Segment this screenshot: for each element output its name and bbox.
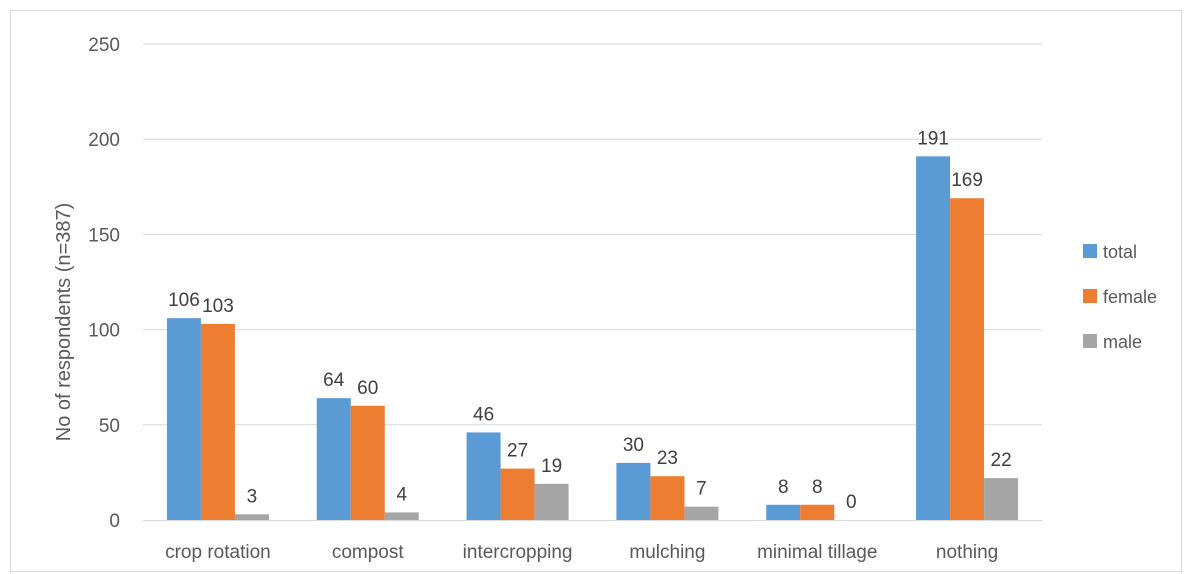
data-label-male: 7 — [696, 479, 707, 500]
data-label-total: 106 — [168, 290, 200, 311]
x-tick-label: mulching — [629, 542, 705, 563]
bar-male — [384, 512, 419, 520]
y-axis-title: No of respondents (n=387) — [53, 203, 75, 442]
gridlines — [143, 43, 1042, 426]
x-tick-label: nothing — [936, 542, 998, 563]
x-tick-label: compost — [332, 542, 405, 563]
x-tick-label: minimal tillage — [757, 542, 877, 563]
y-tick-label: 200 — [88, 130, 120, 151]
legend-swatch-male — [1083, 334, 1097, 348]
bar-total — [316, 398, 351, 520]
data-label-total: 191 — [917, 128, 949, 149]
bar-total — [766, 504, 801, 520]
y-tick-label: 0 — [109, 511, 120, 532]
bar-female — [200, 323, 235, 520]
data-label-male: 0 — [846, 492, 857, 513]
data-label-total: 46 — [473, 404, 494, 425]
data-label-female: 103 — [202, 296, 234, 317]
legend-label-total: total — [1103, 242, 1137, 262]
data-label-total: 64 — [323, 370, 345, 391]
data-label-total: 30 — [623, 435, 644, 456]
legend-swatch-total — [1083, 244, 1097, 258]
bar-male — [534, 483, 569, 520]
bar-total — [616, 462, 651, 520]
legend-swatch-female — [1083, 289, 1097, 303]
x-tick-label: intercropping — [463, 542, 573, 563]
data-label-male: 4 — [396, 484, 407, 505]
legend-label-female: female — [1103, 287, 1157, 307]
legend-label-male: male — [1103, 332, 1142, 352]
bar-female — [950, 198, 985, 520]
data-label-female: 8 — [812, 477, 823, 498]
bar-total — [466, 432, 501, 520]
y-axis-tick-labels: 0 50 100 150 200 250 — [88, 35, 120, 532]
bar-female — [350, 405, 385, 520]
data-label-male: 19 — [541, 456, 562, 477]
data-label-male: 3 — [247, 486, 258, 507]
bar-male — [984, 478, 1019, 520]
data-label-female: 60 — [357, 378, 378, 399]
bar-male — [234, 514, 269, 520]
data-label-female: 169 — [951, 170, 983, 191]
bars — [166, 156, 1019, 520]
y-tick-label: 150 — [88, 225, 120, 246]
bar-male — [684, 506, 719, 520]
data-label-female: 23 — [657, 448, 678, 469]
bar-female — [800, 504, 835, 520]
data-label-female: 27 — [507, 441, 528, 462]
y-tick-label: 100 — [88, 321, 120, 342]
y-tick-label: 250 — [88, 35, 120, 56]
bar-total — [916, 156, 951, 520]
bar-female — [500, 468, 535, 520]
legend: total female male — [1083, 242, 1157, 352]
y-tick-label: 50 — [99, 416, 120, 437]
data-label-total: 8 — [778, 477, 789, 498]
bar-female — [650, 476, 685, 520]
x-axis-tick-labels: crop rotation compost intercropping mulchin… — [165, 542, 998, 563]
x-tick-label: crop rotation — [165, 542, 271, 563]
bar-total — [166, 318, 201, 520]
data-label-male: 22 — [991, 450, 1012, 471]
